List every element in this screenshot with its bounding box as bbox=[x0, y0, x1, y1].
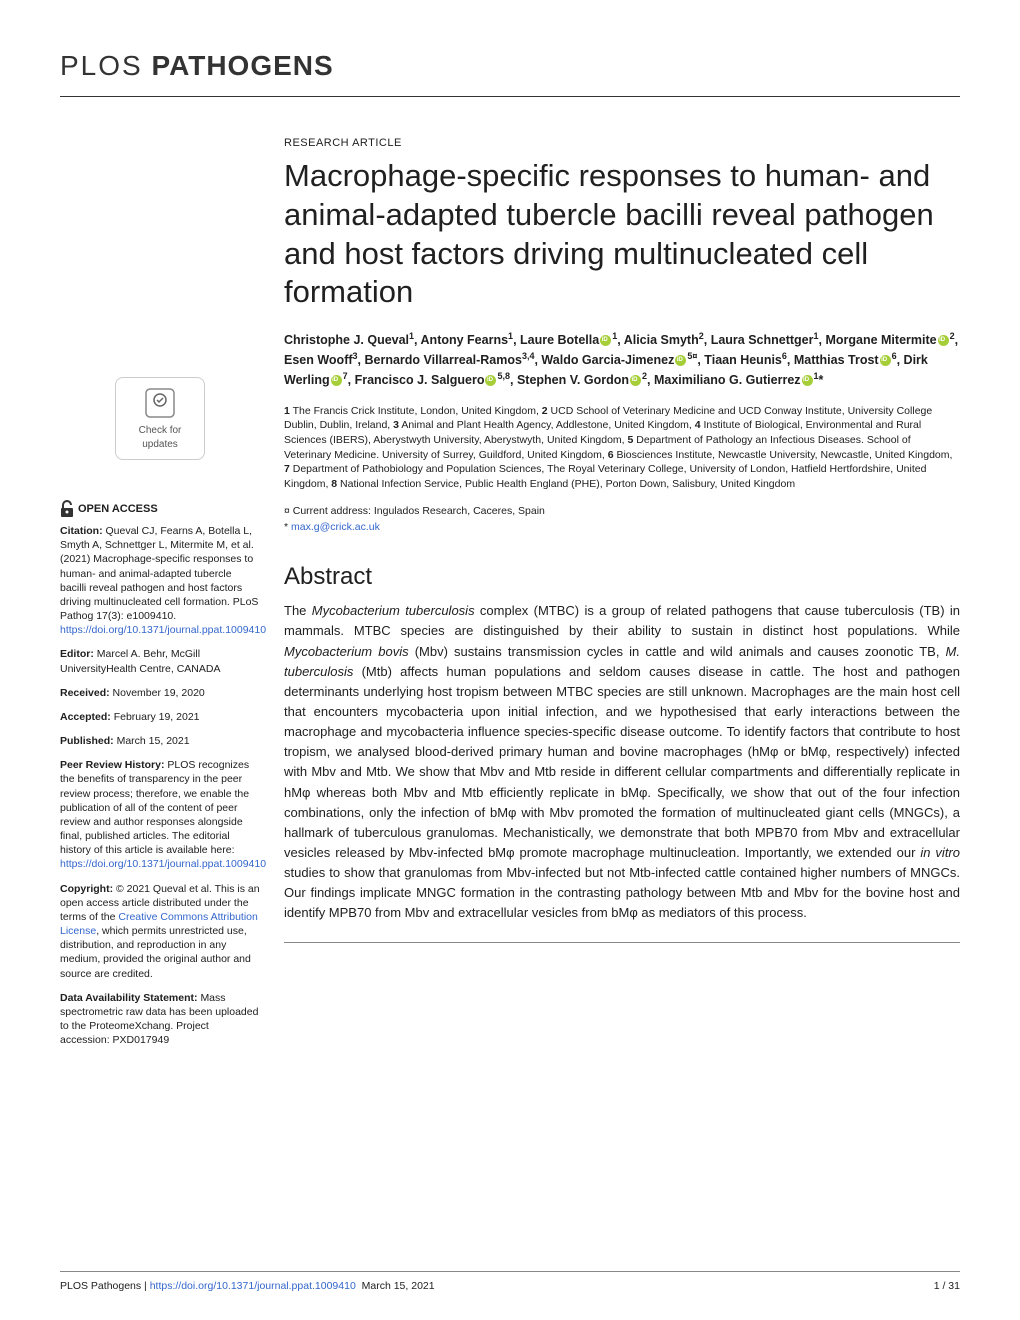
citation-doi-link[interactable]: https://doi.org/10.1371/journal.ppat.100… bbox=[60, 624, 266, 636]
peer-text: PLOS recognizes the benefits of transpar… bbox=[60, 759, 249, 856]
copyright-label: Copyright: bbox=[60, 883, 113, 895]
footer-date: March 15, 2021 bbox=[362, 1280, 435, 1292]
correspondence-block: ¤ Current address: Ingulados Research, C… bbox=[284, 504, 960, 536]
published-block: Published: March 15, 2021 bbox=[60, 734, 260, 748]
sidebar: Check for updates OPEN ACCESS Citation: … bbox=[60, 137, 260, 1058]
page: PLOS PATHOGENS Check for updates OPEN AC… bbox=[0, 0, 1020, 1058]
abstract-rule bbox=[284, 942, 960, 943]
footer-left: PLOS Pathogens | https://doi.org/10.1371… bbox=[60, 1280, 435, 1292]
editor-block: Editor: Marcel A. Behr, McGill Universit… bbox=[60, 647, 260, 675]
citation-text: Queval CJ, Fearns A, Botella L, Smyth A,… bbox=[60, 525, 258, 622]
data-availability-block: Data Availability Statement: Mass spectr… bbox=[60, 991, 260, 1048]
logo-name: PATHOGENS bbox=[151, 50, 333, 81]
author-list: Christophe J. Queval1, Antony Fearns1, L… bbox=[284, 330, 960, 390]
received-text: November 19, 2020 bbox=[113, 687, 205, 699]
footer-page-number: 1 / 31 bbox=[934, 1280, 960, 1292]
accepted-label: Accepted: bbox=[60, 711, 111, 723]
affiliations: 1 The Francis Crick Institute, London, U… bbox=[284, 404, 960, 492]
received-label: Received: bbox=[60, 687, 110, 699]
open-access-label: OPEN ACCESS bbox=[78, 502, 158, 517]
peer-label: Peer Review History: bbox=[60, 759, 164, 771]
main-column: RESEARCH ARTICLE Macrophage-specific res… bbox=[284, 137, 960, 1058]
copyright-block: Copyright: © 2021 Queval et al. This is … bbox=[60, 882, 260, 981]
check-updates-badge[interactable]: Check for updates bbox=[115, 377, 205, 460]
peer-review-block: Peer Review History: PLOS recognizes the… bbox=[60, 758, 260, 871]
citation-label: Citation: bbox=[60, 525, 103, 537]
editor-label: Editor: bbox=[60, 648, 94, 660]
peer-link[interactable]: https://doi.org/10.1371/journal.ppat.100… bbox=[60, 858, 266, 870]
logo-prefix: PLOS bbox=[60, 50, 143, 81]
page-footer: PLOS Pathogens | https://doi.org/10.1371… bbox=[60, 1271, 960, 1292]
article-title: Macrophage-specific responses to human- … bbox=[284, 157, 960, 312]
open-access-icon bbox=[60, 500, 74, 518]
abstract-text: The Mycobacterium tuberculosis complex (… bbox=[284, 601, 960, 923]
footer-doi-link[interactable]: https://doi.org/10.1371/journal.ppat.100… bbox=[150, 1280, 356, 1292]
accepted-text: February 19, 2021 bbox=[114, 711, 200, 723]
check-updates-icon bbox=[143, 386, 177, 420]
footer-journal: PLOS Pathogens | bbox=[60, 1280, 150, 1292]
current-address: ¤ Current address: Ingulados Research, C… bbox=[284, 504, 960, 520]
published-label: Published: bbox=[60, 735, 114, 747]
corresponding-email-link[interactable]: max.g@crick.ac.uk bbox=[291, 521, 380, 533]
published-text: March 15, 2021 bbox=[117, 735, 190, 747]
data-label: Data Availability Statement: bbox=[60, 992, 198, 1004]
content-area: Check for updates OPEN ACCESS Citation: … bbox=[60, 137, 960, 1058]
article-type: RESEARCH ARTICLE bbox=[284, 137, 960, 149]
open-access-badge: OPEN ACCESS bbox=[60, 500, 260, 518]
abstract-heading: Abstract bbox=[284, 563, 960, 591]
check-updates-label: Check for updates bbox=[139, 425, 182, 450]
received-block: Received: November 19, 2020 bbox=[60, 686, 260, 700]
journal-logo: PLOS PATHOGENS bbox=[60, 50, 960, 97]
citation-block: Citation: Queval CJ, Fearns A, Botella L… bbox=[60, 524, 260, 637]
accepted-block: Accepted: February 19, 2021 bbox=[60, 710, 260, 724]
